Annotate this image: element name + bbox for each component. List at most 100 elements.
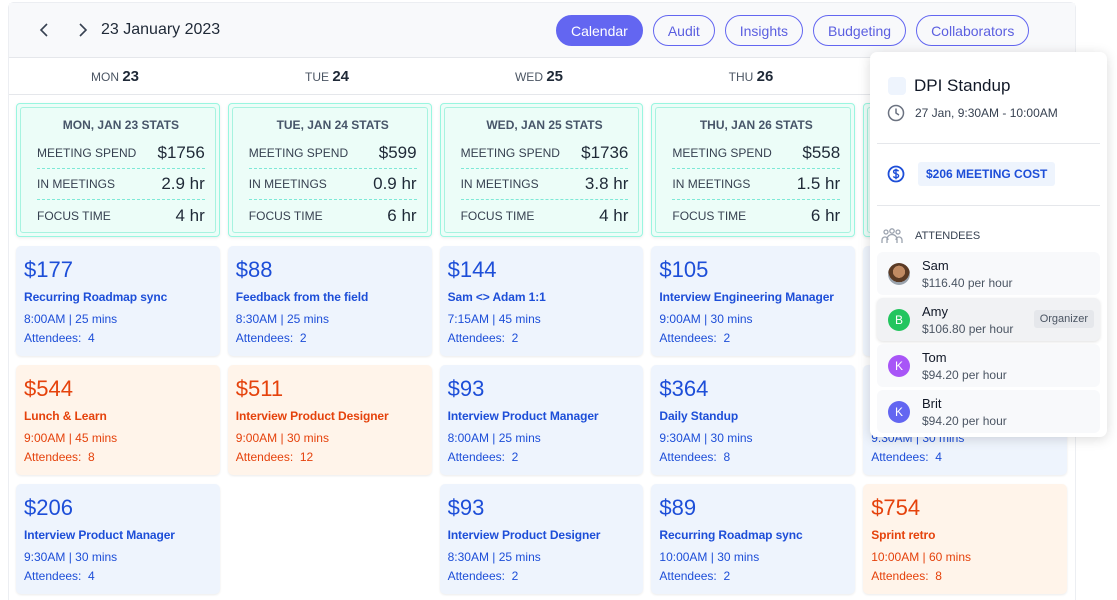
attendee-list: Sam $116.40 per hour B Amy $106.80 per hour O… — [877, 252, 1100, 433]
event-card[interactable]: $177 Recurring Roadmap sync 8:00AM | 25 mi… — [16, 246, 220, 356]
attendees-count: 12 — [299, 450, 314, 464]
day-column: MON, JAN 23 STATS MEETING SPEND $1756 IN ME… — [16, 103, 228, 594]
meeting-spend-row: MEETING SPEND $1756 — [37, 138, 205, 169]
attendees-count: 4 — [88, 569, 95, 583]
stats-inner: MON, JAN 23 STATS MEETING SPEND $1756 IN ME… — [20, 107, 216, 233]
focus-time-value: 6 hr — [387, 205, 417, 225]
event-card[interactable]: $93 Interview Product Designer 8:30AM | 25… — [439, 484, 644, 594]
event-cost: $144 — [447, 257, 497, 282]
event-time: 9:00AM | 30 mins — [659, 312, 753, 326]
attendees-label: Attendees: — [659, 331, 717, 345]
attendee-rate: $116.40 per hour — [922, 275, 1013, 290]
event-attendees: Attendees: 8 — [24, 450, 212, 464]
attendee-info: Sam $116.40 per hour — [922, 258, 1013, 290]
event-title: Interview Product Manager — [24, 528, 175, 542]
event-card[interactable]: $144 Sam <> Adam 1:1 7:15AM | 45 mins Atten… — [439, 246, 644, 356]
attendees-count: 8 — [88, 450, 95, 464]
attendees-count: 8 — [723, 450, 731, 464]
event-card[interactable]: $754 Sprint retro 10:00AM | 60 mins Attende… — [863, 484, 1067, 594]
attendees-label: Attendees: — [871, 450, 929, 464]
in-meetings-value: 2.9 hr — [161, 174, 205, 193]
in-meetings-value: 1.5 hr — [796, 174, 841, 193]
event-cost: $88 — [235, 257, 273, 282]
in-meetings-value: 0.9 hr — [373, 174, 417, 193]
day-header: MON 23 — [9, 58, 221, 94]
day-of-week: THU — [728, 70, 754, 84]
attendee-rate: $94.20 per hour — [922, 413, 1007, 428]
event-card[interactable]: $544 Lunch & Learn 9:00AM | 45 mins Attende… — [16, 365, 220, 475]
tab-insights[interactable]: Insights — [724, 15, 803, 46]
attendees-label: Attendees: — [447, 569, 505, 583]
attendee-item[interactable]: B Amy $106.80 per hour Organizer — [877, 298, 1100, 341]
meeting-spend-value: $1756 — [157, 143, 205, 162]
avatar: K — [888, 354, 910, 377]
next-week-button[interactable] — [72, 20, 92, 40]
attendee-item[interactable]: Sam $116.40 per hour — [877, 252, 1100, 295]
event-card[interactable]: $206 Interview Product Manager 9:30AM | 30… — [16, 484, 220, 594]
event-cost: $364 — [659, 376, 709, 401]
event-attendees: Attendees: 2 — [659, 569, 847, 583]
focus-time-row: FOCUS TIME 6 hr — [249, 200, 417, 231]
focus-time-row: FOCUS TIME 6 hr — [672, 200, 840, 231]
event-card[interactable]: $93 Interview Product Manager 8:00AM | 25 … — [439, 365, 644, 475]
organizer-badge: Organizer — [1033, 310, 1094, 328]
focus-time-row: FOCUS TIME 4 hr — [37, 200, 205, 231]
in-meetings-value: 3.8 hr — [584, 174, 629, 193]
people-icon — [881, 228, 903, 243]
event-attendees: Attendees: 2 — [236, 331, 424, 345]
day-column: TUE, JAN 24 STATS MEETING SPEND $599 IN MEE… — [227, 103, 440, 594]
day-stats-card: WED, JAN 25 STATS MEETING SPEND $1736 IN ME… — [439, 103, 644, 237]
event-card[interactable]: $88 Feedback from the field 8:30AM | 25 mi… — [227, 246, 432, 356]
day-number: 23 — [122, 68, 140, 85]
stats-inner: WED, JAN 25 STATS MEETING SPEND $1736 IN ME… — [443, 107, 640, 233]
tab-budgeting[interactable]: Budgeting — [813, 15, 907, 46]
day-of-week: MON — [90, 70, 119, 84]
top-bar: 23 January 2023 Calendar Audit Insights Bud… — [9, 3, 1075, 58]
event-attendees: Attendees: 2 — [448, 450, 636, 464]
attendee-item[interactable]: K Tom $94.20 per hour — [877, 344, 1100, 387]
focus-time-label: FOCUS TIME — [248, 208, 323, 223]
prev-week-button[interactable] — [35, 20, 55, 40]
attendees-label: Attendees: — [235, 331, 294, 345]
event-title: Recurring Roadmap sync — [24, 290, 168, 304]
attendees-label: Attendees: — [659, 569, 717, 583]
attendees-label: Attendees: — [447, 450, 505, 464]
event-cost: $206 — [24, 495, 73, 520]
attendees-label: Attendees: — [24, 450, 82, 464]
event-card[interactable]: $364 Daily Standup 9:30AM | 30 mins Attende… — [651, 365, 856, 475]
day-number: 24 — [332, 68, 350, 85]
event-card[interactable]: $511 Interview Product Designer 9:00AM | 3… — [227, 365, 432, 475]
attendees-count: 2 — [511, 331, 519, 345]
attendee-name: Amy — [922, 303, 948, 319]
day-stats-card: MON, JAN 23 STATS MEETING SPEND $1756 IN ME… — [16, 103, 220, 237]
tab-audit[interactable]: Audit — [652, 15, 715, 46]
attendees-label: Attendees: — [24, 331, 82, 345]
event-attendees: Attendees: 4 — [24, 569, 212, 583]
event-cost: $544 — [24, 376, 73, 401]
attendees-label: Attendees: — [447, 331, 505, 345]
event-popover: DPI Standup 27 Jan, 9:30AM - 10:00AM $20… — [870, 52, 1107, 437]
event-title: Sam <> Adam 1:1 — [447, 290, 546, 304]
event-time: 8:00AM | 25 mins — [447, 431, 541, 445]
attendees-count: 4 — [935, 450, 942, 464]
event-cost: $754 — [871, 495, 921, 520]
day-number: 25 — [546, 68, 564, 85]
focus-time-label: FOCUS TIME — [672, 208, 747, 223]
tab-collaborators[interactable]: Collaborators — [916, 15, 1030, 46]
in-meetings-label: IN MEETINGS — [460, 177, 539, 191]
meeting-cost-badge: $206 MEETING COST — [918, 162, 1056, 186]
meeting-spend-label: MEETING SPEND — [460, 146, 560, 160]
attendees-label: Attendees: — [659, 450, 717, 464]
event-time: 7:15AM | 45 mins — [447, 312, 541, 326]
event-card[interactable]: $89 Recurring Roadmap sync 10:00AM | 30 mi… — [651, 484, 856, 594]
event-title: Lunch & Learn — [24, 409, 107, 423]
attendee-item[interactable]: K Brit $94.20 per hour — [877, 390, 1100, 433]
attendees-count: 2 — [511, 450, 519, 464]
attendees-label: Attendees: — [871, 569, 929, 583]
event-attendees: Attendees: 2 — [659, 331, 847, 345]
event-card[interactable]: $105 Interview Engineering Manager 9:00AM … — [651, 246, 856, 356]
event-title: Interview Product Designer — [447, 528, 601, 542]
tab-calendar[interactable]: Calendar — [556, 15, 643, 46]
current-date: 23 January 2023 — [101, 21, 221, 38]
stats-inner: TUE, JAN 24 STATS MEETING SPEND $599 IN MEE… — [231, 107, 428, 233]
